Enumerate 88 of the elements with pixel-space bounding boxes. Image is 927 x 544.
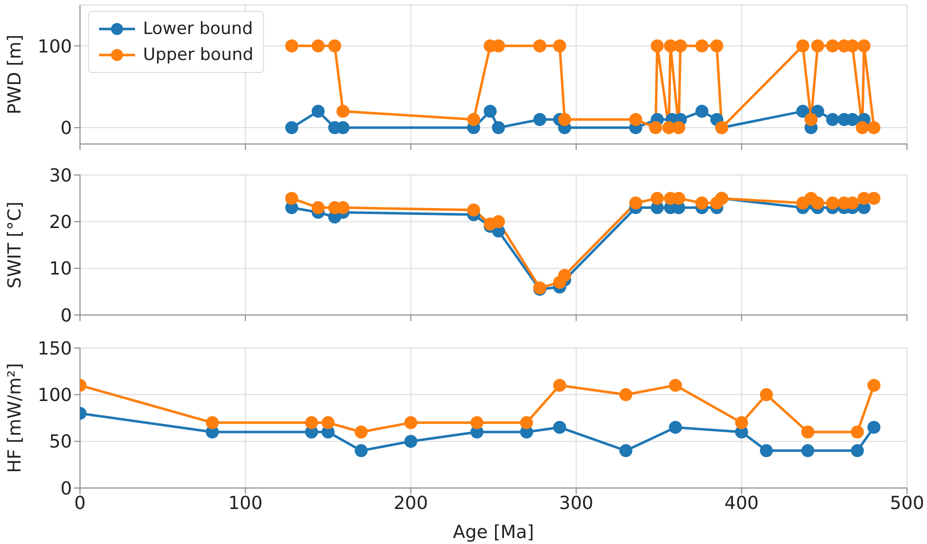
point [206, 416, 219, 430]
point [695, 104, 708, 118]
x-tick-label: 300 [559, 492, 594, 514]
point [467, 112, 480, 126]
point [305, 416, 318, 430]
point [735, 416, 748, 430]
point [826, 39, 840, 52]
point [354, 426, 368, 438]
point [695, 39, 708, 52]
legend-label: Lower bound [143, 19, 253, 39]
y-tick-label: 150 [38, 338, 72, 360]
point [312, 201, 325, 214]
point [354, 444, 368, 458]
point [801, 426, 814, 438]
point [285, 192, 298, 205]
point [285, 39, 298, 52]
point [672, 121, 686, 134]
x-tick-label: 400 [724, 492, 759, 514]
point [558, 268, 572, 282]
point [312, 104, 325, 118]
point [811, 196, 824, 210]
y-tick-label: 100 [38, 36, 72, 58]
y-axis-title: SWIT [°C] [4, 202, 26, 288]
y-tick-label: 0 [60, 118, 72, 140]
point [492, 121, 505, 134]
point [558, 112, 572, 126]
point [553, 39, 566, 52]
point [811, 104, 824, 118]
point [619, 444, 632, 458]
point [674, 39, 687, 52]
point [801, 444, 814, 458]
point [668, 420, 682, 434]
point [649, 121, 662, 134]
point [867, 378, 880, 392]
point [668, 378, 682, 392]
x-tick-label: 200 [394, 492, 428, 514]
x-tick-label: 100 [228, 492, 263, 514]
point [867, 121, 880, 134]
point [811, 39, 824, 52]
point [467, 204, 480, 216]
point [492, 215, 505, 228]
point [404, 416, 418, 430]
point [619, 388, 632, 402]
point [404, 434, 418, 448]
y-tick-label: 0 [60, 305, 72, 326]
point [629, 112, 642, 126]
x-tick-label: 500 [890, 492, 924, 514]
x-axis-title: Age [Ma] [452, 522, 534, 543]
y-tick-label: 10 [49, 258, 72, 280]
point [312, 39, 325, 52]
point [850, 444, 864, 458]
point [826, 196, 840, 210]
point [857, 39, 870, 52]
point [484, 104, 497, 118]
point [533, 112, 546, 126]
point [760, 388, 773, 402]
point [285, 121, 298, 134]
y-tick-label: 30 [49, 165, 72, 186]
point [322, 416, 335, 430]
y-tick-label: 20 [49, 212, 72, 234]
point [553, 420, 566, 434]
point [520, 416, 534, 430]
point [867, 420, 880, 434]
x-tick-label: 0 [74, 492, 86, 514]
y-axis-title: PWD [m] [4, 34, 26, 114]
point [850, 426, 864, 438]
point [553, 378, 566, 392]
point [760, 444, 773, 458]
point [336, 104, 350, 118]
point [650, 192, 664, 205]
point [470, 416, 484, 430]
legend-label: Upper bound [143, 45, 254, 65]
y-tick-label: 50 [49, 432, 72, 453]
point [796, 39, 810, 52]
point [629, 196, 642, 210]
point [826, 112, 840, 126]
y-tick-label: 100 [38, 385, 72, 406]
point [695, 196, 708, 210]
point [533, 39, 546, 52]
point [804, 112, 818, 126]
y-tick-label: 0 [60, 478, 72, 500]
point [856, 121, 869, 134]
point [650, 39, 664, 52]
point [867, 192, 880, 205]
point [328, 39, 342, 52]
point [710, 39, 724, 52]
point [796, 104, 810, 118]
y-axis-title: HF [mW/m²] [4, 363, 26, 473]
